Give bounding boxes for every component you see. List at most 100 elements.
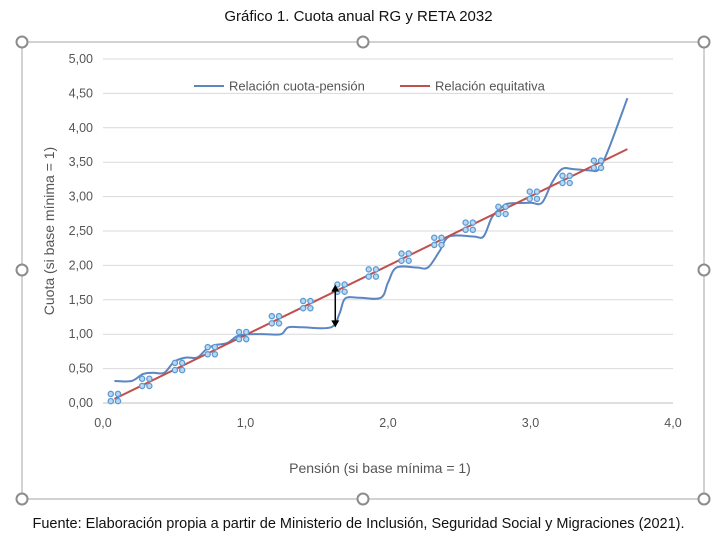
chart-frame[interactable] <box>21 41 705 500</box>
y-axis-title: Cuota (si base mínima = 1) <box>41 147 57 315</box>
marker-dot <box>307 304 314 312</box>
data-marker <box>526 188 541 203</box>
series-line-equitativa <box>113 148 628 400</box>
marker-dot <box>275 320 283 327</box>
y-tick-label: 1,50 <box>69 293 93 307</box>
marker-dot <box>171 359 179 367</box>
marker-dot <box>178 359 186 367</box>
marker-dot <box>299 297 307 305</box>
data-marker <box>107 390 122 405</box>
legend-label-cuota-pension: Relación cuota-pensión <box>229 79 365 94</box>
y-tick-label: 5,00 <box>69 52 93 66</box>
data-marker <box>559 172 573 187</box>
resize-handle[interactable] <box>356 492 370 506</box>
marker-dot <box>526 188 534 195</box>
data-marker <box>138 375 153 390</box>
marker-dot <box>438 241 445 249</box>
resize-handle[interactable] <box>15 263 29 277</box>
marker-dot <box>204 351 211 358</box>
marker-dot <box>533 195 541 203</box>
marker-dot <box>495 203 502 211</box>
marker-dot <box>171 366 179 374</box>
marker-dot <box>469 226 477 234</box>
data-marker <box>590 157 605 172</box>
marker-dot <box>431 241 438 249</box>
marker-dot <box>365 273 372 280</box>
marker-dot <box>235 328 243 336</box>
marker-dot <box>372 273 380 280</box>
marker-dot <box>597 157 605 164</box>
marker-dot <box>114 390 122 398</box>
marker-dot <box>495 210 502 218</box>
data-marker <box>268 312 283 327</box>
marker-dot <box>138 382 146 390</box>
marker-dot <box>275 312 283 320</box>
marker-dot <box>242 335 250 343</box>
legend-label-equitativa: Relación equitativa <box>435 79 546 94</box>
marker-dot <box>559 172 566 180</box>
marker-dot <box>526 195 534 203</box>
marker-dot <box>114 397 122 405</box>
marker-dot <box>398 250 405 257</box>
data-marker <box>204 343 219 358</box>
marker-dot <box>334 281 341 288</box>
x-tick-label: 4,0 <box>664 416 681 430</box>
resize-handle[interactable] <box>697 492 711 506</box>
marker-dot <box>146 382 153 390</box>
marker-dot <box>590 164 598 172</box>
marker-dot <box>138 375 146 383</box>
y-tick-label: 3,00 <box>69 190 93 204</box>
x-tick-label: 1,0 <box>237 416 254 430</box>
resize-handle[interactable] <box>15 35 29 49</box>
series-line-cuota-pension <box>114 97 629 383</box>
marker-dot <box>405 257 412 264</box>
marker-dot <box>559 179 566 187</box>
chart-title: Gráfico 1. Cuota anual RG y RETA 2032 <box>224 8 493 25</box>
x-axis-title: Pensión (si base mínima = 1) <box>289 460 471 476</box>
marker-dot <box>268 312 276 320</box>
marker-dot <box>438 234 445 241</box>
marker-dot <box>365 266 372 273</box>
marker-dot <box>107 390 115 398</box>
marker-dot <box>566 179 573 187</box>
marker-dot <box>431 234 438 241</box>
gap-arrow-head-down <box>331 320 340 328</box>
y-tick-label: 2,50 <box>69 224 93 238</box>
marker-dot <box>566 172 573 180</box>
marker-dot <box>597 164 605 172</box>
marker-dot <box>235 335 243 343</box>
marker-dot <box>107 397 115 405</box>
marker-dot <box>211 343 219 351</box>
data-marker <box>299 297 314 312</box>
marker-dot <box>341 288 348 295</box>
y-tick-label: 2,00 <box>69 258 93 272</box>
marker-dot <box>502 203 509 211</box>
marker-dot <box>398 257 405 264</box>
resize-handle[interactable] <box>697 263 711 277</box>
resize-handle[interactable] <box>15 492 29 506</box>
data-marker <box>235 328 250 343</box>
resize-handle[interactable] <box>697 35 711 49</box>
data-marker <box>398 250 412 264</box>
y-tick-label: 0,50 <box>69 362 93 376</box>
marker-dot <box>211 351 219 358</box>
resize-handle[interactable] <box>356 35 370 49</box>
marker-dot <box>405 250 412 257</box>
marker-dot <box>533 188 541 195</box>
x-tick-label: 3,0 <box>522 416 539 430</box>
x-tick-label: 2,0 <box>379 416 396 430</box>
marker-dot <box>204 343 211 351</box>
y-tick-label: 0,00 <box>69 396 93 410</box>
marker-dot <box>307 297 314 305</box>
marker-dot <box>469 219 477 226</box>
marker-dot <box>146 375 153 383</box>
marker-dot <box>299 304 307 312</box>
data-marker <box>495 203 509 218</box>
data-marker <box>431 234 445 249</box>
y-tick-label: 3,50 <box>69 155 93 169</box>
x-tick-label: 0,0 <box>94 416 111 430</box>
data-marker <box>365 266 380 280</box>
marker-dot <box>268 320 276 327</box>
marker-dot <box>590 157 598 164</box>
